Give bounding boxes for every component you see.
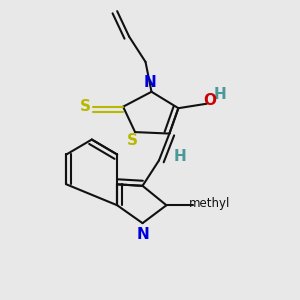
Text: N: N (144, 75, 156, 90)
Text: S: S (127, 133, 138, 148)
Text: S: S (80, 99, 90, 114)
Text: methyl: methyl (189, 197, 230, 210)
Text: H: H (174, 149, 187, 164)
Text: N: N (136, 227, 149, 242)
Text: O: O (203, 93, 216, 108)
Text: H: H (214, 87, 226, 102)
